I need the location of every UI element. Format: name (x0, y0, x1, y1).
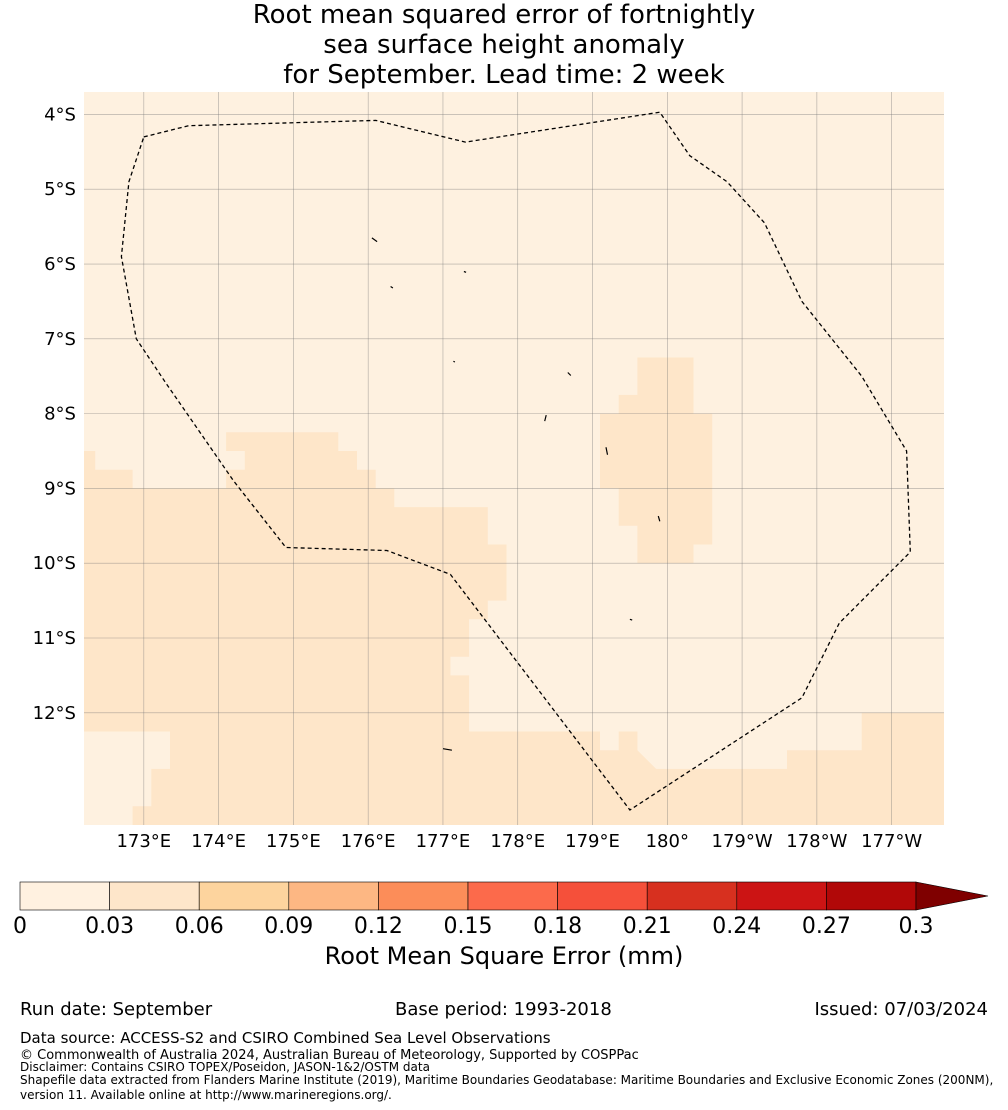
colorbar-tick-label: 0.09 (264, 914, 313, 939)
latitude-axis: 4°S 5°S 6°S 7°S 8°S 9°S 10°S 11°S 12°S (33, 104, 76, 723)
latitude-tick-label: 7°S (44, 329, 76, 350)
island-coastline (442, 748, 452, 751)
latitude-tick-label: 12°S (33, 703, 76, 724)
latitude-tick-label: 4°S (44, 104, 76, 125)
longitude-tick-label: 173°E (116, 831, 171, 852)
colorbar-segment (109, 881, 200, 911)
higher-error-region (600, 357, 713, 564)
longitude-tick-label: 179°W (712, 831, 773, 852)
colorbar-segment (19, 881, 110, 911)
title-line-1: Root mean squared error of fortnightly (252, 0, 756, 30)
colorbar-segment (736, 881, 827, 911)
graticule (84, 92, 944, 825)
colorbar-segment (378, 881, 469, 911)
colorbar-tick-label: 0.12 (354, 914, 403, 939)
colorbar-segment (198, 881, 290, 911)
higher-error-region (84, 432, 944, 825)
latitude-tick-label: 11°S (33, 628, 76, 649)
colorbar: 0 0.03 0.06 0.09 0.12 0.15 0.18 0.21 0.24 0.27 0.3 (13, 881, 989, 939)
colorbar-tick-label: 0.18 (533, 914, 582, 939)
colorbar-tick-label: 0.24 (712, 914, 761, 939)
colorbar-tick-label: 0 (13, 914, 27, 939)
error-field-layer (84, 357, 944, 825)
colorbar-extend-arrow (915, 881, 989, 911)
colorbar-tick-label: 0.27 (802, 914, 851, 939)
island-coastline (629, 618, 633, 621)
title-line-3: for September. Lead time: 2 week (283, 60, 725, 90)
latitude-tick-label: 9°S (44, 478, 76, 499)
island-coastline (605, 447, 609, 455)
longitude-tick-label: 176°E (341, 831, 396, 852)
copyright: © Commonwealth of Australia 2024, Austra… (20, 1048, 639, 1063)
shapefile-credit-1: Shapefile data extracted from Flanders M… (20, 1073, 994, 1087)
base-period: Base period: 1993-2018 (395, 999, 612, 1020)
run-date: Run date: September (20, 999, 213, 1020)
island-coastline (390, 285, 394, 289)
longitude-tick-label: 177°E (416, 831, 471, 852)
shapefile-credit-2: version 11. Available online at http://w… (20, 1088, 392, 1102)
latitude-tick-label: 6°S (44, 254, 76, 275)
latitude-tick-label: 8°S (44, 404, 76, 425)
colorbar-tick-label: 0.21 (623, 914, 672, 939)
longitude-tick-label: 177°W (861, 831, 922, 852)
island-coastline (544, 414, 547, 422)
colorbar-tick-label: 0.3 (899, 914, 934, 939)
longitude-tick-label: 174°E (191, 831, 246, 852)
island-coastline (567, 372, 572, 376)
latitude-tick-label: 10°S (33, 553, 76, 574)
longitude-tick-label: 178°E (490, 831, 545, 852)
map-title: Root mean squared error of fortnightly s… (0, 0, 1008, 90)
colorbar-tick-label: 0.03 (85, 914, 134, 939)
longitude-tick-label: 175°E (266, 831, 321, 852)
latitude-tick-label: 5°S (44, 179, 76, 200)
longitude-tick-label: 179°E (565, 831, 620, 852)
longitude-tick-label: 178°W (786, 831, 847, 852)
colorbar-segment (646, 881, 738, 911)
colorbar-segment (557, 881, 648, 911)
colorbar-title: Root Mean Square Error (mm) (324, 942, 684, 970)
colorbar-segment (467, 881, 558, 911)
disclaimer: Disclaimer: Contains CSIRO TOPEX/Poseido… (20, 1060, 430, 1074)
colorbar-segment (288, 881, 379, 911)
coastline-layer (371, 237, 661, 751)
island-coastline (657, 515, 661, 522)
issued-date: Issued: 07/03/2024 (814, 999, 988, 1020)
island-coastline (453, 360, 456, 363)
longitude-tick-label: 180° (646, 831, 689, 852)
data-source: Data source: ACCESS-S2 and CSIRO Combine… (20, 1029, 551, 1047)
island-coastline (463, 270, 467, 273)
title-line-2: sea surface height anomaly (323, 30, 685, 60)
colorbar-tick-label: 0.06 (175, 914, 224, 939)
island-coastline (371, 237, 378, 243)
colorbar-tick-label: 0.15 (444, 914, 493, 939)
colorbar-segment (826, 881, 917, 911)
longitude-axis: 173°E 174°E 175°E 176°E 177°E 178°E 179°E 180° 1… (116, 831, 922, 852)
